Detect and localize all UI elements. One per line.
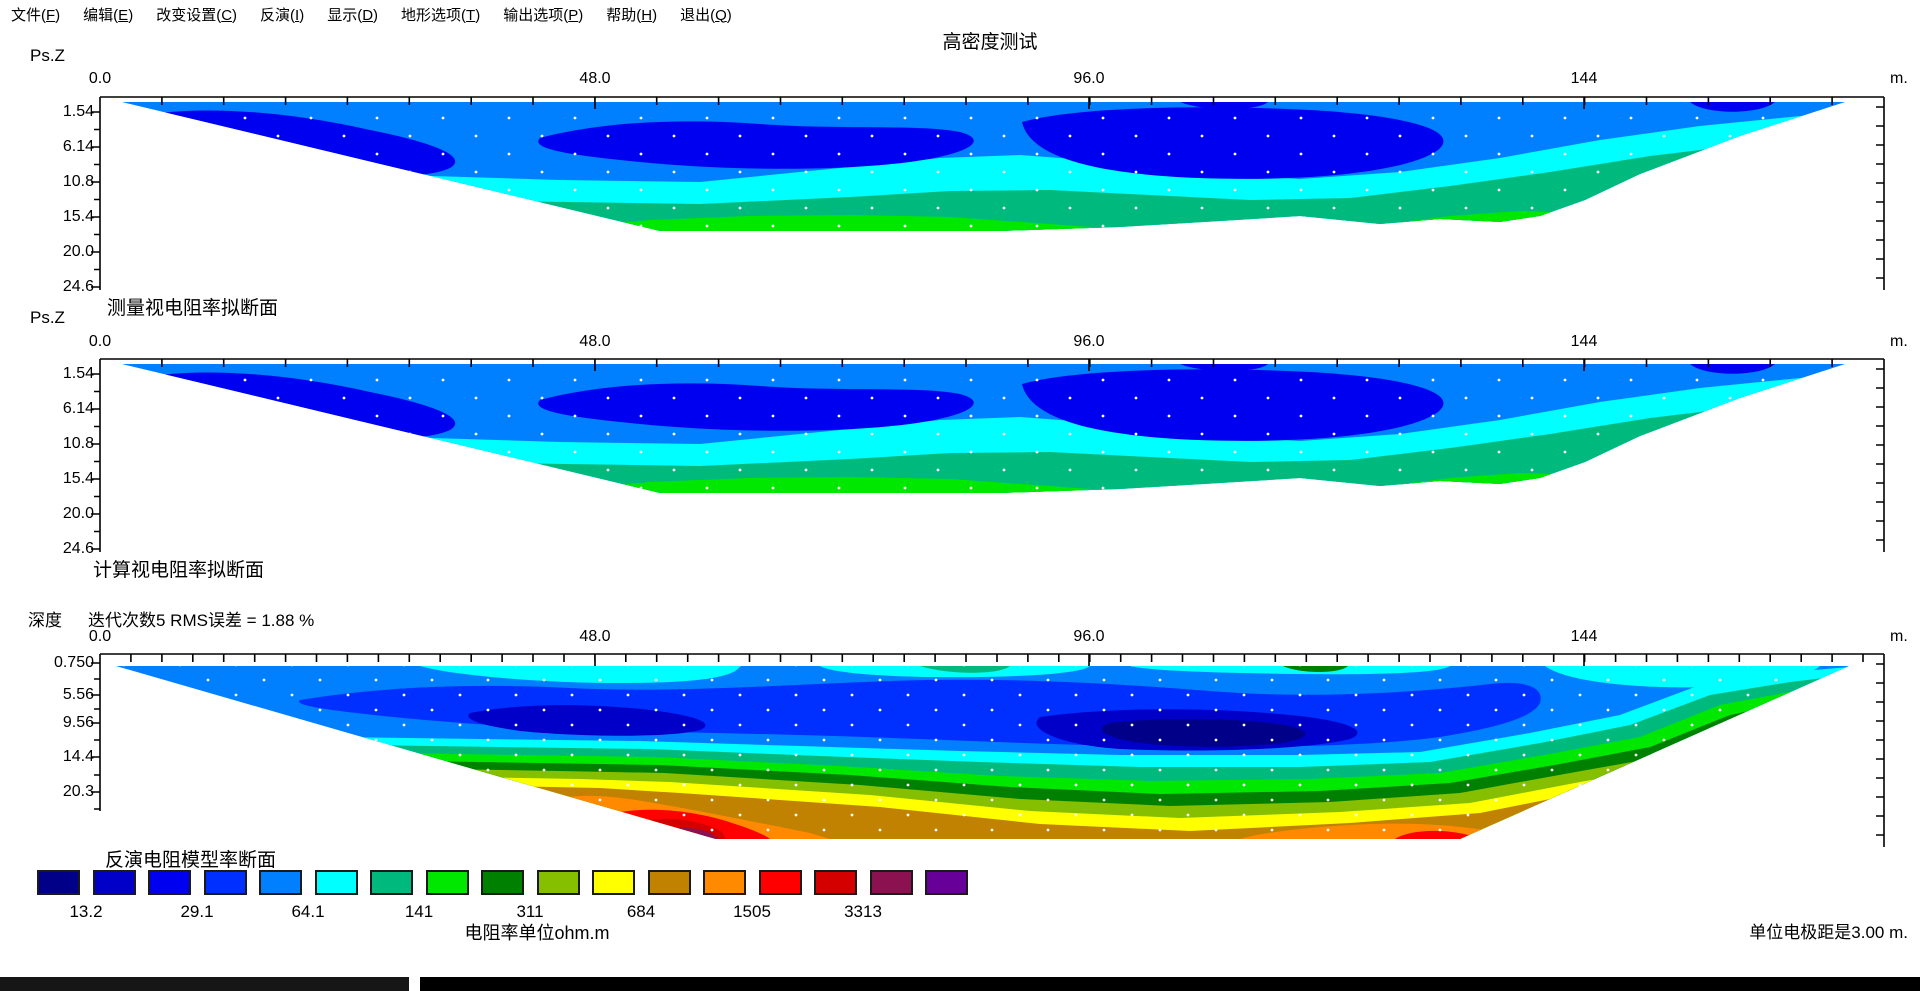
menu-item-I[interactable]: 反演(I) (260, 6, 305, 24)
plot3-axis-title: 深度 (28, 611, 62, 630)
colorbar-swatch-13 (758, 870, 802, 895)
colorbar-value-label: 3313 (844, 902, 882, 921)
colorbar-swatch-16 (925, 870, 968, 895)
plot2-x-tick-label: 96.0 (1073, 333, 1105, 350)
menu-bar: 文件(F) 编辑(E) 改变设置(C) 反演(I) 显示(D) 地形选项(T) 输出选项(P… (0, 0, 1920, 28)
colorbar-swatch-0 (37, 870, 80, 895)
colorbar-swatch-12 (703, 870, 746, 895)
plot2-x-tick-label: 144 (1570, 333, 1598, 350)
menu-item-C[interactable]: 改变设置(C) (156, 6, 238, 24)
colorbar-value-label: 684 (626, 902, 656, 921)
colorbar-swatch-15 (869, 870, 913, 895)
datapoint-dots (122, 102, 1845, 231)
plot2-y-tick-label: 1.54 (62, 365, 94, 382)
iteration-rms-info: 迭代次数5 RMS误差 = 1.88 % (88, 611, 315, 630)
plot1-x-tick-label: 0.0 (88, 70, 112, 87)
plot3-caption: 反演电阻模型率断面 (105, 850, 277, 871)
plot3-y-tick-label: 9.56 (62, 714, 94, 731)
plot1-y-tick-label: 20.0 (62, 243, 94, 260)
colorbar-swatch-4 (259, 870, 302, 895)
plot2-x-tick-label: 48.0 (579, 333, 611, 350)
plot3-x-tick-label: 0.0 (88, 628, 112, 645)
plot1-y-tick-label: 1.54 (62, 103, 94, 120)
axis-frame (91, 96, 1885, 290)
menu-item-F[interactable]: 文件(F) (11, 6, 61, 24)
plot2-y-tick-label: 20.0 (62, 505, 94, 522)
plot2-axis-title: Ps.Z (30, 308, 65, 327)
plot2-y-tick-label: 10.8 (62, 435, 94, 452)
plot1-axis-title: Ps.Z (30, 46, 65, 65)
calculated-pseudosection-plot (0, 350, 1920, 562)
plot2-caption: 计算视电阻率拟断面 (93, 560, 265, 581)
plot3-x-unit-label: m. (1890, 628, 1908, 645)
datapoint-dots (116, 666, 1849, 839)
colorbar-swatch-14 (814, 870, 857, 895)
colorbar-swatch-5 (314, 870, 358, 895)
plot3-y-tick-label: 5.56 (62, 686, 94, 703)
menu-item-P[interactable]: 输出选项(P) (503, 6, 584, 24)
colorbar-swatch-7 (425, 870, 469, 895)
page-title: 高密度测试 (942, 32, 1038, 53)
plot1-x-tick-label: 144 (1570, 70, 1598, 87)
colorbar-unit-label: 电阻率单位ohm.m (464, 923, 610, 943)
colorbar-value-label: 311 (516, 902, 544, 921)
plot1-x-tick-label: 48.0 (579, 70, 611, 87)
inverted-model-plot (91, 653, 1885, 847)
plot3-x-tick-label: 144 (1570, 628, 1598, 645)
colorbar-value-label: 29.1 (180, 902, 214, 921)
plot3-x-tick-label: 48.0 (579, 628, 611, 645)
colorbar-swatch-11 (647, 870, 691, 895)
electrode-spacing-note: 单位电极距是3.00 m. (1749, 923, 1908, 942)
plot1-y-tick-label: 6.14 (62, 138, 94, 155)
axis-frame (91, 653, 1885, 847)
colorbar-swatch-10 (592, 870, 635, 895)
menu-item-E[interactable]: 编辑(E) (83, 6, 134, 24)
colorbar-swatch-3 (203, 870, 247, 895)
taskbar-fragment-right (420, 977, 1920, 991)
plot1-caption: 测量视电阻率拟断面 (107, 298, 279, 319)
menu-item-H[interactable]: 帮助(H) (606, 6, 658, 24)
measured-pseudosection-plot (91, 96, 1885, 290)
colorbar-swatch-2 (148, 870, 191, 895)
plot1-x-tick-label: 96.0 (1073, 70, 1105, 87)
plot2-x-unit-label: m. (1890, 333, 1908, 350)
plot1-y-tick-label: 24.6 (62, 278, 94, 295)
colorbar-value-label: 1505 (733, 902, 771, 921)
colorbar-swatch-6 (370, 870, 413, 895)
plot3-y-tick-label: 20.3 (62, 783, 94, 800)
plot3-x-tick-label: 96.0 (1073, 628, 1105, 645)
colorbar-value-label: 141 (404, 902, 434, 921)
plot2-y-tick-label: 24.6 (62, 540, 94, 557)
menu-item-D[interactable]: 显示(D) (327, 6, 379, 24)
taskbar-fragment-left (0, 977, 409, 991)
colorbar-value-label: 13.2 (69, 902, 103, 921)
plot2-y-tick-label: 6.14 (62, 400, 94, 417)
plot2-x-tick-label: 0.0 (88, 333, 112, 350)
plot1-y-tick-label: 10.8 (62, 173, 94, 190)
plot1-x-unit-label: m. (1890, 70, 1908, 87)
menu-item-T[interactable]: 地形选项(T) (401, 6, 481, 24)
colorbar-swatch-1 (92, 870, 136, 895)
menu-item-Q[interactable]: 退出(Q) (680, 6, 732, 24)
plot1-y-tick-label: 15.4 (62, 208, 94, 225)
plot3-y-tick-label: 0.750 (53, 654, 94, 671)
colorbar-swatch-8 (481, 870, 524, 895)
colorbar-value-label: 64.1 (291, 902, 325, 921)
plot2-y-tick-label: 15.4 (62, 470, 94, 487)
colorbar-swatch-9 (536, 870, 580, 895)
plot3-y-tick-label: 14.4 (62, 748, 94, 765)
